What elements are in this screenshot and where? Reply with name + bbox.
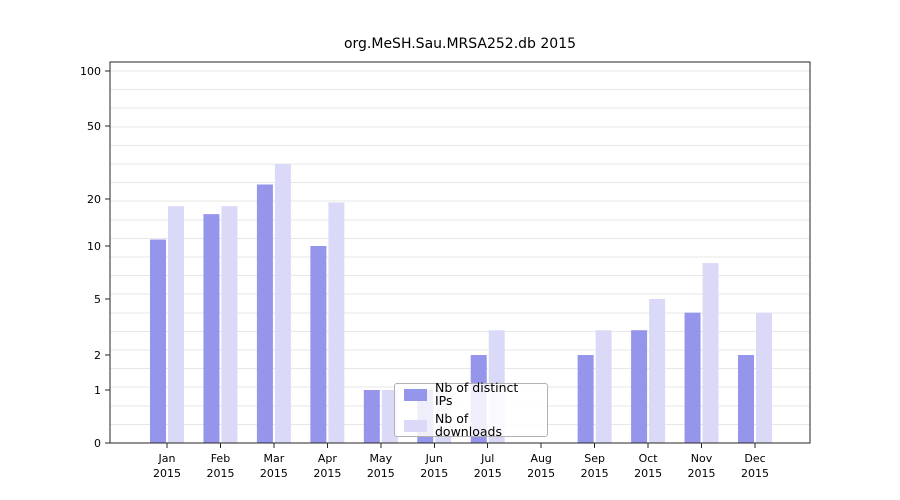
bar-distinct-ips-sep: [577, 355, 594, 443]
x-tick-label-month: Oct: [639, 452, 659, 465]
y-tick-label: 1: [94, 384, 101, 397]
legend-label-distinct-ips: Nb of distinct IPs: [435, 380, 519, 408]
x-tick-label-month: Jul: [480, 452, 494, 465]
legend-swatch-distinct-ips-icon: [404, 388, 427, 401]
x-tick-label-year: 2015: [741, 467, 769, 480]
bar-downloads-dec: [755, 312, 772, 443]
x-tick-label-year: 2015: [527, 467, 555, 480]
y-tick-label: 20: [87, 193, 101, 206]
bar-distinct-ips-jan: [150, 239, 166, 443]
x-tick-label-year: 2015: [688, 467, 716, 480]
bar-downloads-nov: [702, 263, 719, 443]
legend-swatch-downloads-icon: [404, 419, 427, 432]
y-tick-label: 50: [87, 120, 101, 133]
bar-downloads-feb: [221, 206, 238, 443]
bar-distinct-ips-oct: [631, 330, 648, 443]
plot-frame: [109, 61, 811, 444]
x-tick-label-month: Jan: [158, 452, 176, 465]
chart-title: org.MeSH.Sau.MRSA252.db 2015: [343, 36, 577, 52]
y-tick-label: 2: [94, 349, 101, 362]
legend: Nb of distinct IPs Nb of downloads: [394, 380, 548, 439]
x-tick-label-year: 2015: [206, 467, 234, 480]
legend-item-downloads: Nb of downloads: [404, 411, 538, 439]
bar-downloads-sep: [595, 330, 612, 443]
bar-downloads-jan: [168, 206, 184, 443]
x-tick-label-year: 2015: [581, 467, 609, 480]
bar-downloads-apr: [328, 202, 345, 443]
bar-distinct-ips-may: [363, 390, 380, 443]
y-tick-label: 10: [87, 240, 101, 253]
bar-distinct-ips-feb: [203, 214, 220, 443]
x-tick-label-month: Mar: [264, 452, 285, 465]
bar-downloads-mar: [274, 164, 291, 443]
x-tick-label-month: May: [369, 452, 392, 465]
x-tick-label-year: 2015: [474, 467, 502, 480]
legend-item-distinct-ips: Nb of distinct IPs: [404, 380, 538, 408]
x-tick-label-month: Jun: [425, 452, 443, 465]
x-tick-label-year: 2015: [313, 467, 341, 480]
x-tick-label-year: 2015: [153, 467, 181, 480]
y-tick-label: 0: [94, 437, 101, 450]
y-tick-label: 100: [80, 65, 101, 78]
x-tick-label-month: Nov: [691, 452, 713, 465]
x-tick-label-month: Dec: [744, 452, 765, 465]
x-tick-label-month: Feb: [211, 452, 230, 465]
bar-distinct-ips-nov: [684, 312, 701, 443]
x-tick-label-year: 2015: [367, 467, 395, 480]
x-tick-label-month: Aug: [530, 452, 551, 465]
x-tick-label-year: 2015: [260, 467, 288, 480]
legend-label-downloads: Nb of downloads: [435, 411, 502, 439]
x-tick-label-month: Sep: [584, 452, 605, 465]
y-tick-label: 5: [94, 293, 101, 306]
bar-distinct-ips-apr: [310, 246, 327, 443]
bar-downloads-oct: [649, 299, 666, 443]
bar-distinct-ips-mar: [256, 184, 273, 444]
x-tick-label-year: 2015: [420, 467, 448, 480]
x-tick-label-year: 2015: [634, 467, 662, 480]
x-tick-label-month: Apr: [318, 452, 338, 465]
bar-distinct-ips-dec: [737, 355, 754, 443]
bar-downloads-may: [381, 390, 398, 443]
